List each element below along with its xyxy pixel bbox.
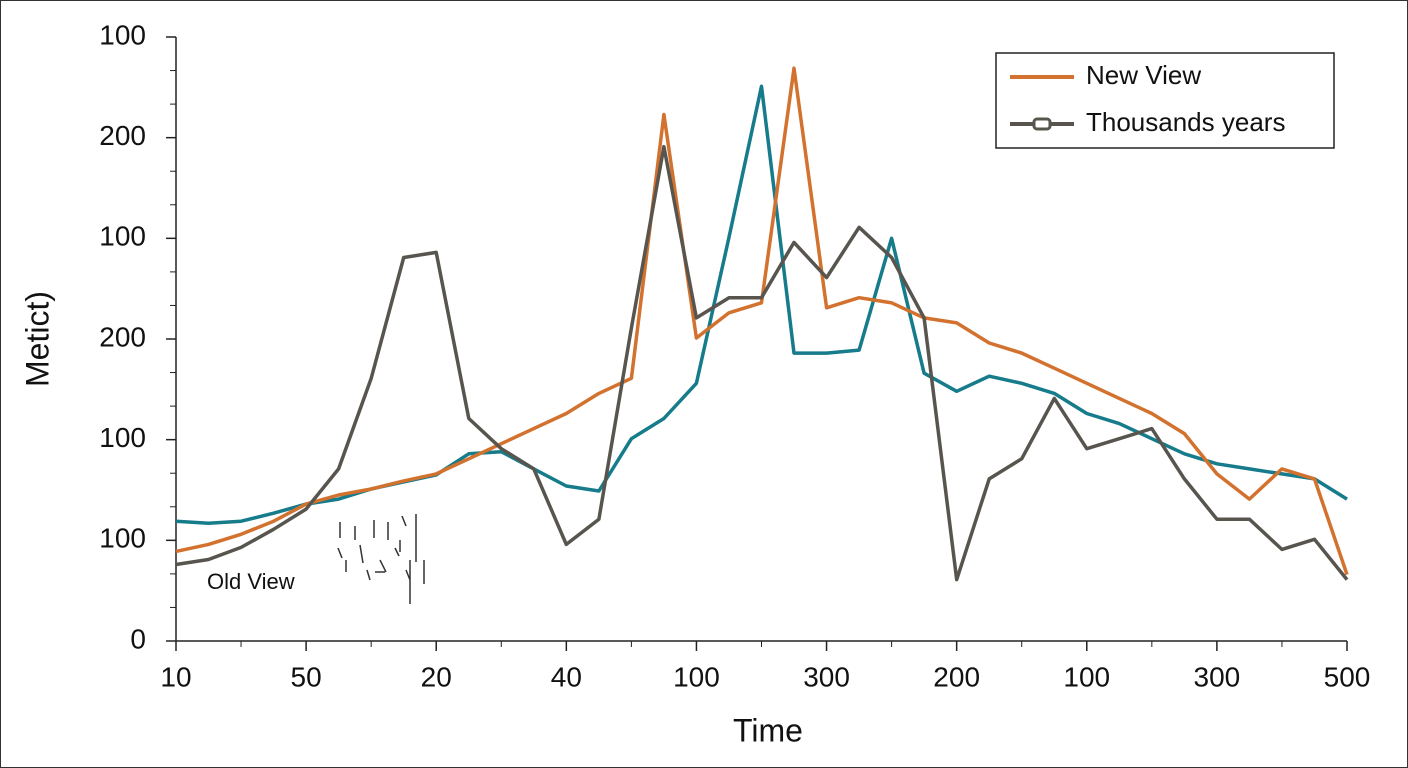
y-tick-label: 100 bbox=[99, 221, 146, 252]
series-line bbox=[175, 66, 1349, 576]
x-tick-label: 100 bbox=[1063, 661, 1110, 692]
legend-label: Thousands years bbox=[1086, 107, 1285, 137]
series-line bbox=[175, 144, 1349, 582]
x-tick-label: 40 bbox=[551, 661, 582, 692]
y-tick-label: 200 bbox=[99, 321, 146, 352]
x-tick-label: 10 bbox=[160, 661, 191, 692]
y-tick-label: 100 bbox=[99, 422, 146, 453]
x-tick-label: 50 bbox=[291, 661, 322, 692]
y-tick-label: 0 bbox=[130, 623, 146, 654]
y-axis-label: Metict) bbox=[19, 291, 55, 387]
legend-marker bbox=[1032, 117, 1052, 131]
y-tick-label: 200 bbox=[99, 120, 146, 151]
annotation-squiggle bbox=[337, 514, 425, 604]
x-tick-label: 300 bbox=[1194, 661, 1241, 692]
legend-label: New View bbox=[1086, 60, 1201, 90]
legend: New View Thousands years bbox=[995, 52, 1335, 149]
x-tick-label: 100 bbox=[673, 661, 720, 692]
x-tick-label: 500 bbox=[1324, 661, 1371, 692]
y-tick-label: 100 bbox=[99, 19, 146, 50]
y-tick-label: 100 bbox=[99, 523, 146, 554]
x-tick-label: 300 bbox=[803, 661, 850, 692]
x-axis-label: Time bbox=[733, 712, 803, 748]
legend-box bbox=[995, 52, 1335, 149]
x-tick-label: 20 bbox=[421, 661, 452, 692]
x-tick-label: 200 bbox=[933, 661, 980, 692]
annotation: Old View bbox=[207, 569, 295, 594]
